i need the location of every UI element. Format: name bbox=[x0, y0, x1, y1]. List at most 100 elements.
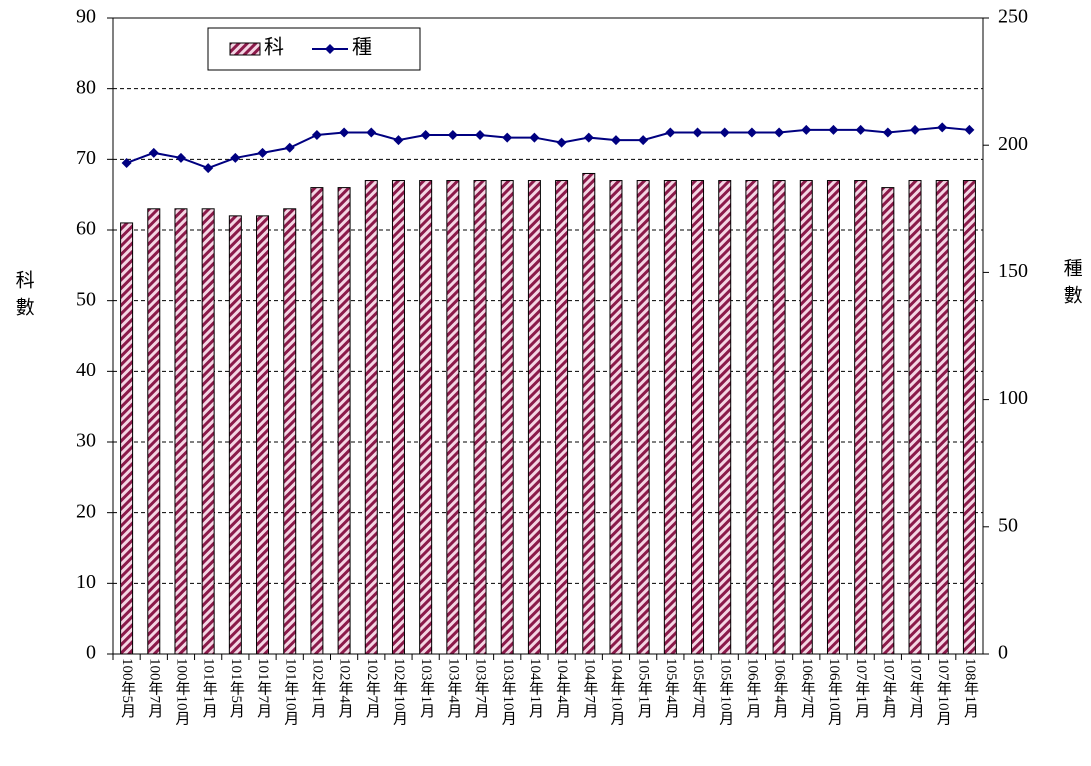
marker bbox=[475, 130, 486, 141]
x-tick-label: 108年1月 bbox=[962, 658, 979, 719]
marker bbox=[774, 127, 785, 138]
bar bbox=[473, 180, 487, 655]
x-tick-label: 100年10月 bbox=[174, 658, 191, 727]
y2-tick-label: 100 bbox=[998, 387, 1028, 409]
marker bbox=[311, 130, 322, 141]
marker bbox=[447, 130, 458, 141]
marker bbox=[203, 163, 214, 174]
bar bbox=[527, 180, 541, 655]
bar bbox=[718, 180, 732, 655]
y-tick-label: 30 bbox=[76, 430, 96, 452]
bar bbox=[935, 180, 949, 655]
bar bbox=[663, 180, 677, 655]
y-tick-label: 80 bbox=[76, 76, 96, 98]
bar bbox=[691, 180, 705, 655]
x-tick-label: 103年10月 bbox=[500, 658, 517, 727]
x-tick-label: 102年4月 bbox=[337, 658, 354, 719]
marker bbox=[719, 127, 730, 138]
x-tick-label: 107年10月 bbox=[935, 658, 952, 727]
marker bbox=[855, 124, 866, 135]
y2-tick-label: 0 bbox=[998, 642, 1008, 664]
bar bbox=[609, 180, 623, 655]
x-tick-label: 106年10月 bbox=[826, 658, 843, 727]
bar bbox=[881, 187, 895, 655]
x-tick-label: 101年5月 bbox=[228, 658, 245, 719]
bar bbox=[364, 180, 378, 655]
marker bbox=[284, 142, 295, 153]
x-tick-label: 104年4月 bbox=[554, 658, 571, 719]
x-tick-label: 104年7月 bbox=[581, 658, 598, 719]
marker bbox=[257, 147, 268, 158]
y-tick-label: 40 bbox=[76, 359, 96, 381]
y-tick-label: 0 bbox=[86, 642, 96, 664]
y2-tick-label: 200 bbox=[998, 133, 1028, 155]
x-tick-label: 102年7月 bbox=[364, 658, 381, 719]
line bbox=[126, 126, 970, 170]
x-tick-label: 103年1月 bbox=[418, 658, 435, 719]
x-tick-label: 100年7月 bbox=[146, 658, 163, 719]
marker bbox=[148, 147, 159, 158]
x-tick-label: 101年1月 bbox=[201, 658, 218, 719]
legend-label: 科 bbox=[264, 36, 284, 59]
x-tick-label: 102年10月 bbox=[391, 658, 408, 727]
x-tick-label: 104年10月 bbox=[609, 658, 626, 727]
y2-tick-label: 250 bbox=[998, 6, 1028, 28]
bar bbox=[962, 180, 976, 655]
x-tick-label: 103年4月 bbox=[445, 658, 462, 719]
legend-swatch bbox=[229, 42, 261, 56]
y-tick-label: 50 bbox=[76, 288, 96, 310]
marker bbox=[121, 158, 132, 169]
marker bbox=[502, 132, 513, 143]
legend: 科種 bbox=[207, 27, 421, 71]
bar bbox=[391, 180, 405, 655]
bar bbox=[337, 187, 351, 655]
x-tick-label: 105年4月 bbox=[663, 658, 680, 719]
x-tick-label: 104年1月 bbox=[527, 658, 544, 719]
x-tick-label: 105年7月 bbox=[690, 658, 707, 719]
x-tick-label: 107年1月 bbox=[853, 658, 870, 719]
bar bbox=[201, 208, 215, 655]
marker bbox=[175, 152, 186, 163]
bar bbox=[582, 172, 596, 655]
bar bbox=[636, 180, 650, 655]
bar bbox=[799, 180, 813, 655]
marker bbox=[420, 130, 431, 141]
marker bbox=[746, 127, 757, 138]
bar bbox=[256, 215, 270, 655]
y-tick-label: 20 bbox=[76, 500, 96, 522]
marker bbox=[366, 127, 377, 138]
plot-frame bbox=[112, 17, 984, 655]
y-tick-label: 90 bbox=[76, 6, 96, 28]
marker bbox=[529, 132, 540, 143]
bar bbox=[174, 208, 188, 655]
marker bbox=[230, 152, 241, 163]
y-tick-label: 60 bbox=[76, 218, 96, 240]
x-tick-label: 106年1月 bbox=[744, 658, 761, 719]
bar bbox=[500, 180, 514, 655]
bar bbox=[283, 208, 297, 655]
x-tick-label: 101年7月 bbox=[255, 658, 272, 719]
bar bbox=[228, 215, 242, 655]
marker bbox=[393, 135, 404, 146]
bar bbox=[310, 187, 324, 655]
y2-tick-label: 150 bbox=[998, 260, 1028, 282]
x-tick-label: 107年4月 bbox=[880, 658, 897, 719]
marker bbox=[638, 135, 649, 146]
y-tick-label: 70 bbox=[76, 147, 96, 169]
y2-axis-label: 種數 bbox=[1061, 258, 1083, 312]
y2-tick-label: 50 bbox=[998, 514, 1018, 536]
x-tick-label: 100年5月 bbox=[119, 658, 136, 719]
legend-marker bbox=[325, 44, 335, 54]
bar bbox=[772, 180, 786, 655]
bar bbox=[745, 180, 759, 655]
marker bbox=[610, 135, 621, 146]
bar bbox=[446, 180, 460, 655]
y-axis-label: 科數 bbox=[13, 270, 35, 324]
y-tick-label: 10 bbox=[76, 571, 96, 593]
bar bbox=[555, 180, 569, 655]
bar bbox=[419, 180, 433, 655]
bar bbox=[908, 180, 922, 655]
marker bbox=[583, 132, 594, 143]
x-tick-label: 105年1月 bbox=[636, 658, 653, 719]
x-tick-label: 106年7月 bbox=[799, 658, 816, 719]
